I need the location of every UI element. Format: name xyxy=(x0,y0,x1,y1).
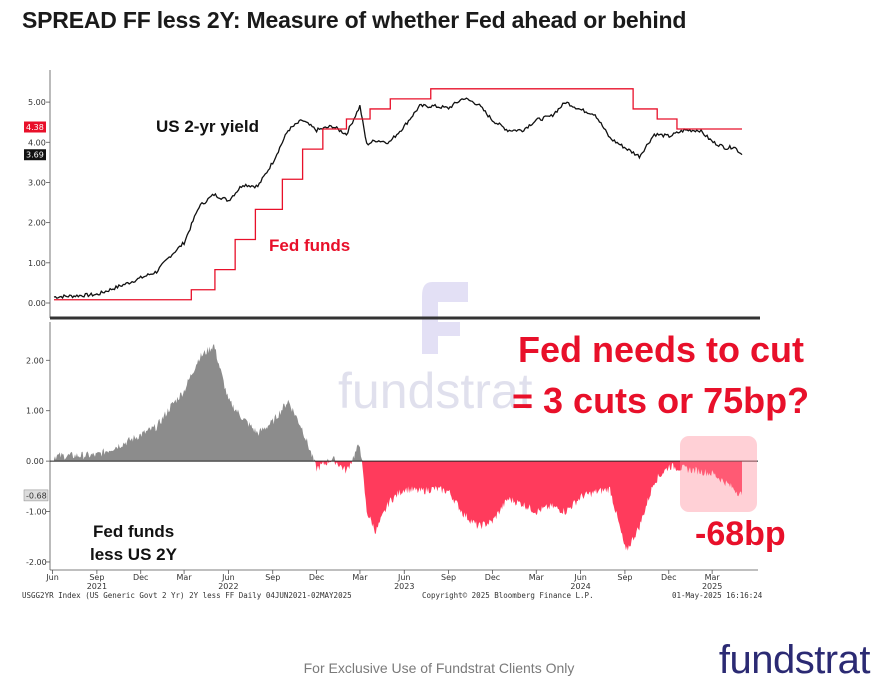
chart-title: SPREAD FF less 2Y: Measure of whether Fe… xyxy=(22,7,687,33)
x-tick-label: Dec xyxy=(661,573,676,582)
x-tick-label: Jun xyxy=(45,573,59,582)
watermark-logo-icon xyxy=(422,282,468,354)
fed-funds-line xyxy=(54,88,742,301)
upper-y-tick-label: 3.00 xyxy=(28,178,46,187)
upper-last-value-badges: 4.38 3.69 xyxy=(24,121,46,161)
x-tick-label: Dec xyxy=(309,573,324,582)
x-tick-label: Sep xyxy=(441,573,456,582)
upper-y-tick-label: 1.00 xyxy=(28,259,46,268)
lower-y-tick-label: -1.00 xyxy=(26,508,47,517)
x-tick-label: Sep xyxy=(89,573,104,582)
x-tick-year: 2025 xyxy=(702,582,722,591)
us-2yr-yield-line xyxy=(53,97,743,300)
x-tick-label: Jun xyxy=(221,573,235,582)
last-value-badge-bg xyxy=(23,489,49,502)
watermark: fundstrat xyxy=(338,282,533,419)
x-tick-year: 2022 xyxy=(218,582,238,591)
last-value-badge-label: 3.69 xyxy=(26,151,44,160)
x-tick-year: 2024 xyxy=(570,582,590,591)
upper-y-tick-label: 0.00 xyxy=(28,299,46,308)
x-tick-label: Dec xyxy=(133,573,148,582)
last-value-badge-bg xyxy=(24,149,46,161)
x-tick-label: Jun xyxy=(573,573,587,582)
upper-y-ticks: 0.00 1.00 2.00 3.00 4.00 5.00 xyxy=(28,98,50,308)
callout-line2: = 3 cuts or 75bp? xyxy=(512,380,809,421)
x-tick-label: Dec xyxy=(485,573,500,582)
x-tick-label: Jun xyxy=(397,573,411,582)
x-tick-label: Sep xyxy=(265,573,280,582)
highlight-box xyxy=(680,436,757,512)
copyright: Copyright© 2025 Bloomberg Finance L.P. xyxy=(422,591,594,600)
spread-positive-area xyxy=(54,344,742,462)
last-value-badge-bg xyxy=(24,121,46,133)
x-tick-label: Mar xyxy=(352,573,368,582)
lower-y-tick-label: 1.00 xyxy=(26,407,44,416)
fundstrat-logo: fundstrat xyxy=(718,638,871,682)
spread-annotation-line1: Fed funds xyxy=(93,522,174,541)
spread-annotation-line2: less US 2Y xyxy=(90,545,178,564)
lower-panel: -2.00-1.000.001.002.00 -0.68 Jun Sep2021D… xyxy=(23,322,758,591)
upper-y-tick-label: 4.00 xyxy=(28,138,46,147)
x-tick-year: 2023 xyxy=(394,582,414,591)
x-tick-year: 2021 xyxy=(87,582,107,591)
upper-y-tick-label: 5.00 xyxy=(28,98,46,107)
x-tick-label: Sep xyxy=(617,573,632,582)
last-value-badge-label: 4.38 xyxy=(26,123,44,132)
last-value-badge-label: -0.68 xyxy=(26,491,47,500)
lower-y-ticks: -2.00 -1.00 0.00 1.00 2.00 xyxy=(26,356,50,567)
yield-annotation: US 2-yr yield xyxy=(156,117,259,136)
timestamp: 01-May-2025 16:16:24 xyxy=(672,591,763,600)
source-line: USGG2YR Index (US Generic Govt 2 Yr) 2Y … xyxy=(22,591,352,600)
lower-y-tick-label: -2.00 xyxy=(26,558,47,567)
upper-panel: 0.00 1.00 2.00 3.00 4.00 5.00 4.38 3.69 xyxy=(24,70,743,318)
footer-disclaimer: For Exclusive Use of Fundstrat Clients O… xyxy=(303,660,575,676)
spread-negative-area xyxy=(54,461,742,551)
lower-y-tick-label: 2.00 xyxy=(26,356,44,365)
callout-line1: Fed needs to cut xyxy=(518,329,804,370)
x-tick-label: Mar xyxy=(705,573,721,582)
x-tick-label: Mar xyxy=(529,573,545,582)
fedfunds-annotation: Fed funds xyxy=(269,236,350,255)
x-tick-label: Mar xyxy=(177,573,193,582)
lower-last-value-badges: -0.68 xyxy=(23,489,49,502)
upper-y-tick-label: 2.00 xyxy=(28,219,46,228)
watermark-text: fundstrat xyxy=(338,363,533,419)
bp-annotation: -68bp xyxy=(695,515,786,553)
lower-y-tick-label: 0.00 xyxy=(26,457,44,466)
